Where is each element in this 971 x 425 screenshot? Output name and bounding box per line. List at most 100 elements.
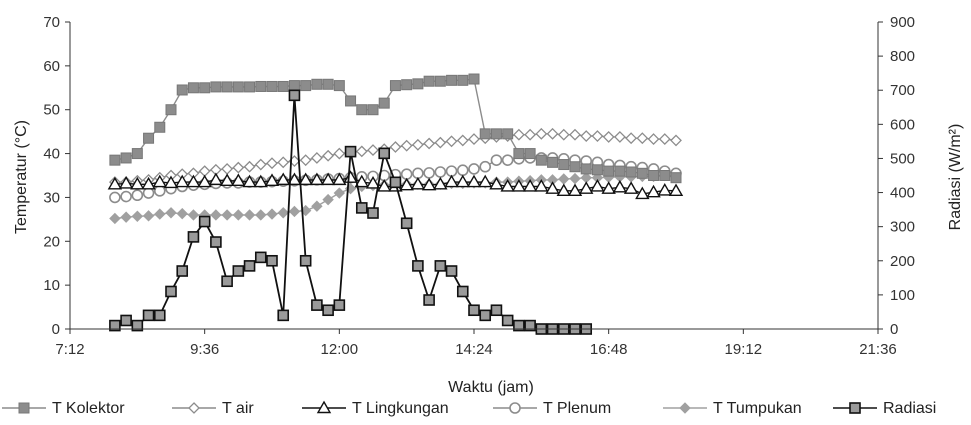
data-point-t-plenum (490, 154, 503, 166)
data-point-t-tumpukan (277, 207, 289, 219)
data-point-radiasi (367, 207, 379, 219)
data-point-radiasi (221, 275, 233, 288)
data-point-t-kolektor (401, 79, 413, 91)
data-point-t-kolektor (322, 78, 334, 90)
data-point-t-air (355, 145, 368, 158)
data-point-t-lingkungan (242, 174, 257, 188)
data-point-t-tumpukan (311, 200, 323, 212)
data-point-radiasi (311, 299, 323, 311)
data-point-t-air (569, 128, 581, 141)
legend-item-t-lingkungan: T Lingkungan (302, 400, 449, 417)
data-point-t-kolektor (266, 80, 278, 92)
data-point-t-lingkungan (219, 173, 235, 186)
data-point-t-kolektor (457, 74, 469, 86)
data-point-t-kolektor (446, 74, 458, 86)
data-point-radiasi (355, 202, 368, 214)
data-point-radiasi (479, 309, 492, 322)
data-point-t-kolektor (232, 81, 244, 93)
data-point-t-lingkungan (130, 176, 145, 190)
data-point-t-air (445, 135, 458, 148)
data-point-t-kolektor (614, 165, 626, 177)
data-point-t-tumpukan (187, 209, 200, 221)
data-point-t-air (389, 141, 402, 153)
data-point-t-plenum (153, 185, 166, 197)
data-point-t-kolektor (176, 84, 188, 96)
data-point-t-lingkungan (298, 172, 313, 186)
right-y-tick-label: 200 (890, 253, 915, 270)
x-tick-label: 9:36 (190, 341, 219, 358)
data-point-t-kolektor (255, 80, 267, 92)
data-point-radiasi (434, 260, 447, 272)
data-point-t-air (535, 127, 548, 140)
data-point-t-plenum (400, 168, 413, 180)
right-y-tick-label: 600 (890, 116, 915, 133)
data-point-t-kolektor (367, 104, 379, 116)
data-point-t-tumpukan (109, 212, 121, 225)
data-point-t-kolektor (558, 159, 570, 171)
data-point-t-tumpukan (255, 209, 267, 221)
data-point-radiasi (142, 309, 155, 322)
legend-marker-t-plenum (509, 402, 521, 414)
data-point-t-kolektor (547, 156, 559, 168)
left-y-tick-label: 70 (43, 14, 60, 31)
data-point-t-plenum (501, 154, 514, 166)
data-point-t-plenum (142, 187, 155, 199)
data-point-t-tumpukan (221, 209, 233, 221)
data-point-t-kolektor (659, 170, 671, 181)
legend-marker-t-tumpukan (679, 402, 691, 414)
data-point-radiasi (254, 251, 267, 264)
data-point-t-lingkungan (478, 174, 493, 188)
legend: T Kolektor T air T Lingkungan T Plenum T Tum… (2, 400, 936, 417)
data-point-radiasi (120, 314, 132, 327)
data-point-t-lingkungan (612, 179, 628, 193)
left-y-tick-label: 60 (43, 58, 60, 75)
data-point-radiasi (344, 145, 357, 158)
data-point-t-lingkungan (556, 183, 571, 197)
data-point-t-plenum (468, 163, 480, 175)
data-point-t-lingkungan (141, 176, 156, 190)
axes (65, 21, 883, 334)
data-point-t-tumpukan (288, 205, 301, 218)
data-point-t-air (636, 132, 649, 145)
data-point-t-tumpukan (142, 210, 155, 222)
data-point-t-lingkungan (264, 173, 280, 186)
data-point-t-air (468, 133, 480, 146)
legend-item-t-air: T air (172, 400, 254, 417)
data-point-t-air (266, 157, 278, 170)
data-point-t-plenum (445, 165, 458, 177)
data-point-t-tumpukan (232, 209, 245, 221)
data-point-t-air (254, 158, 267, 171)
data-point-t-tumpukan (131, 210, 144, 222)
data-point-t-lingkungan (489, 176, 504, 190)
data-point-radiasi (389, 176, 402, 189)
right-y-tick-label: 700 (890, 82, 915, 99)
data-point-radiasi (456, 285, 469, 298)
data-point-t-air (232, 161, 245, 174)
data-point-t-tumpukan (333, 187, 346, 199)
data-point-t-air (277, 156, 290, 169)
x-tick-label: 14:24 (455, 341, 493, 358)
legend-label-t-kolektor: T Kolektor (52, 400, 125, 417)
data-point-t-plenum (109, 191, 121, 204)
data-point-t-tumpukan (569, 172, 581, 185)
data-point-t-kolektor (221, 81, 233, 93)
data-point-t-lingkungan (197, 174, 212, 188)
data-point-t-kolektor (345, 95, 357, 107)
data-point-radiasi (266, 254, 278, 267)
data-point-t-lingkungan (567, 183, 583, 197)
data-point-t-kolektor (479, 128, 491, 140)
data-point-radiasi (490, 304, 503, 317)
data-point-t-lingkungan (500, 179, 515, 192)
data-point-t-tumpukan (266, 208, 278, 220)
data-point-t-kolektor (502, 128, 514, 140)
x-tick-label: 16:48 (590, 341, 628, 358)
right-y-tick-label: 500 (890, 150, 915, 167)
data-point-t-lingkungan (152, 174, 167, 188)
data-point-t-air (524, 128, 537, 141)
legend-marker-t-lingkungan (316, 400, 332, 414)
data-point-t-lingkungan (354, 174, 369, 188)
data-point-t-lingkungan (253, 174, 268, 188)
data-point-t-kolektor (244, 81, 256, 93)
legend-label-t-plenum: T Plenum (543, 400, 611, 417)
